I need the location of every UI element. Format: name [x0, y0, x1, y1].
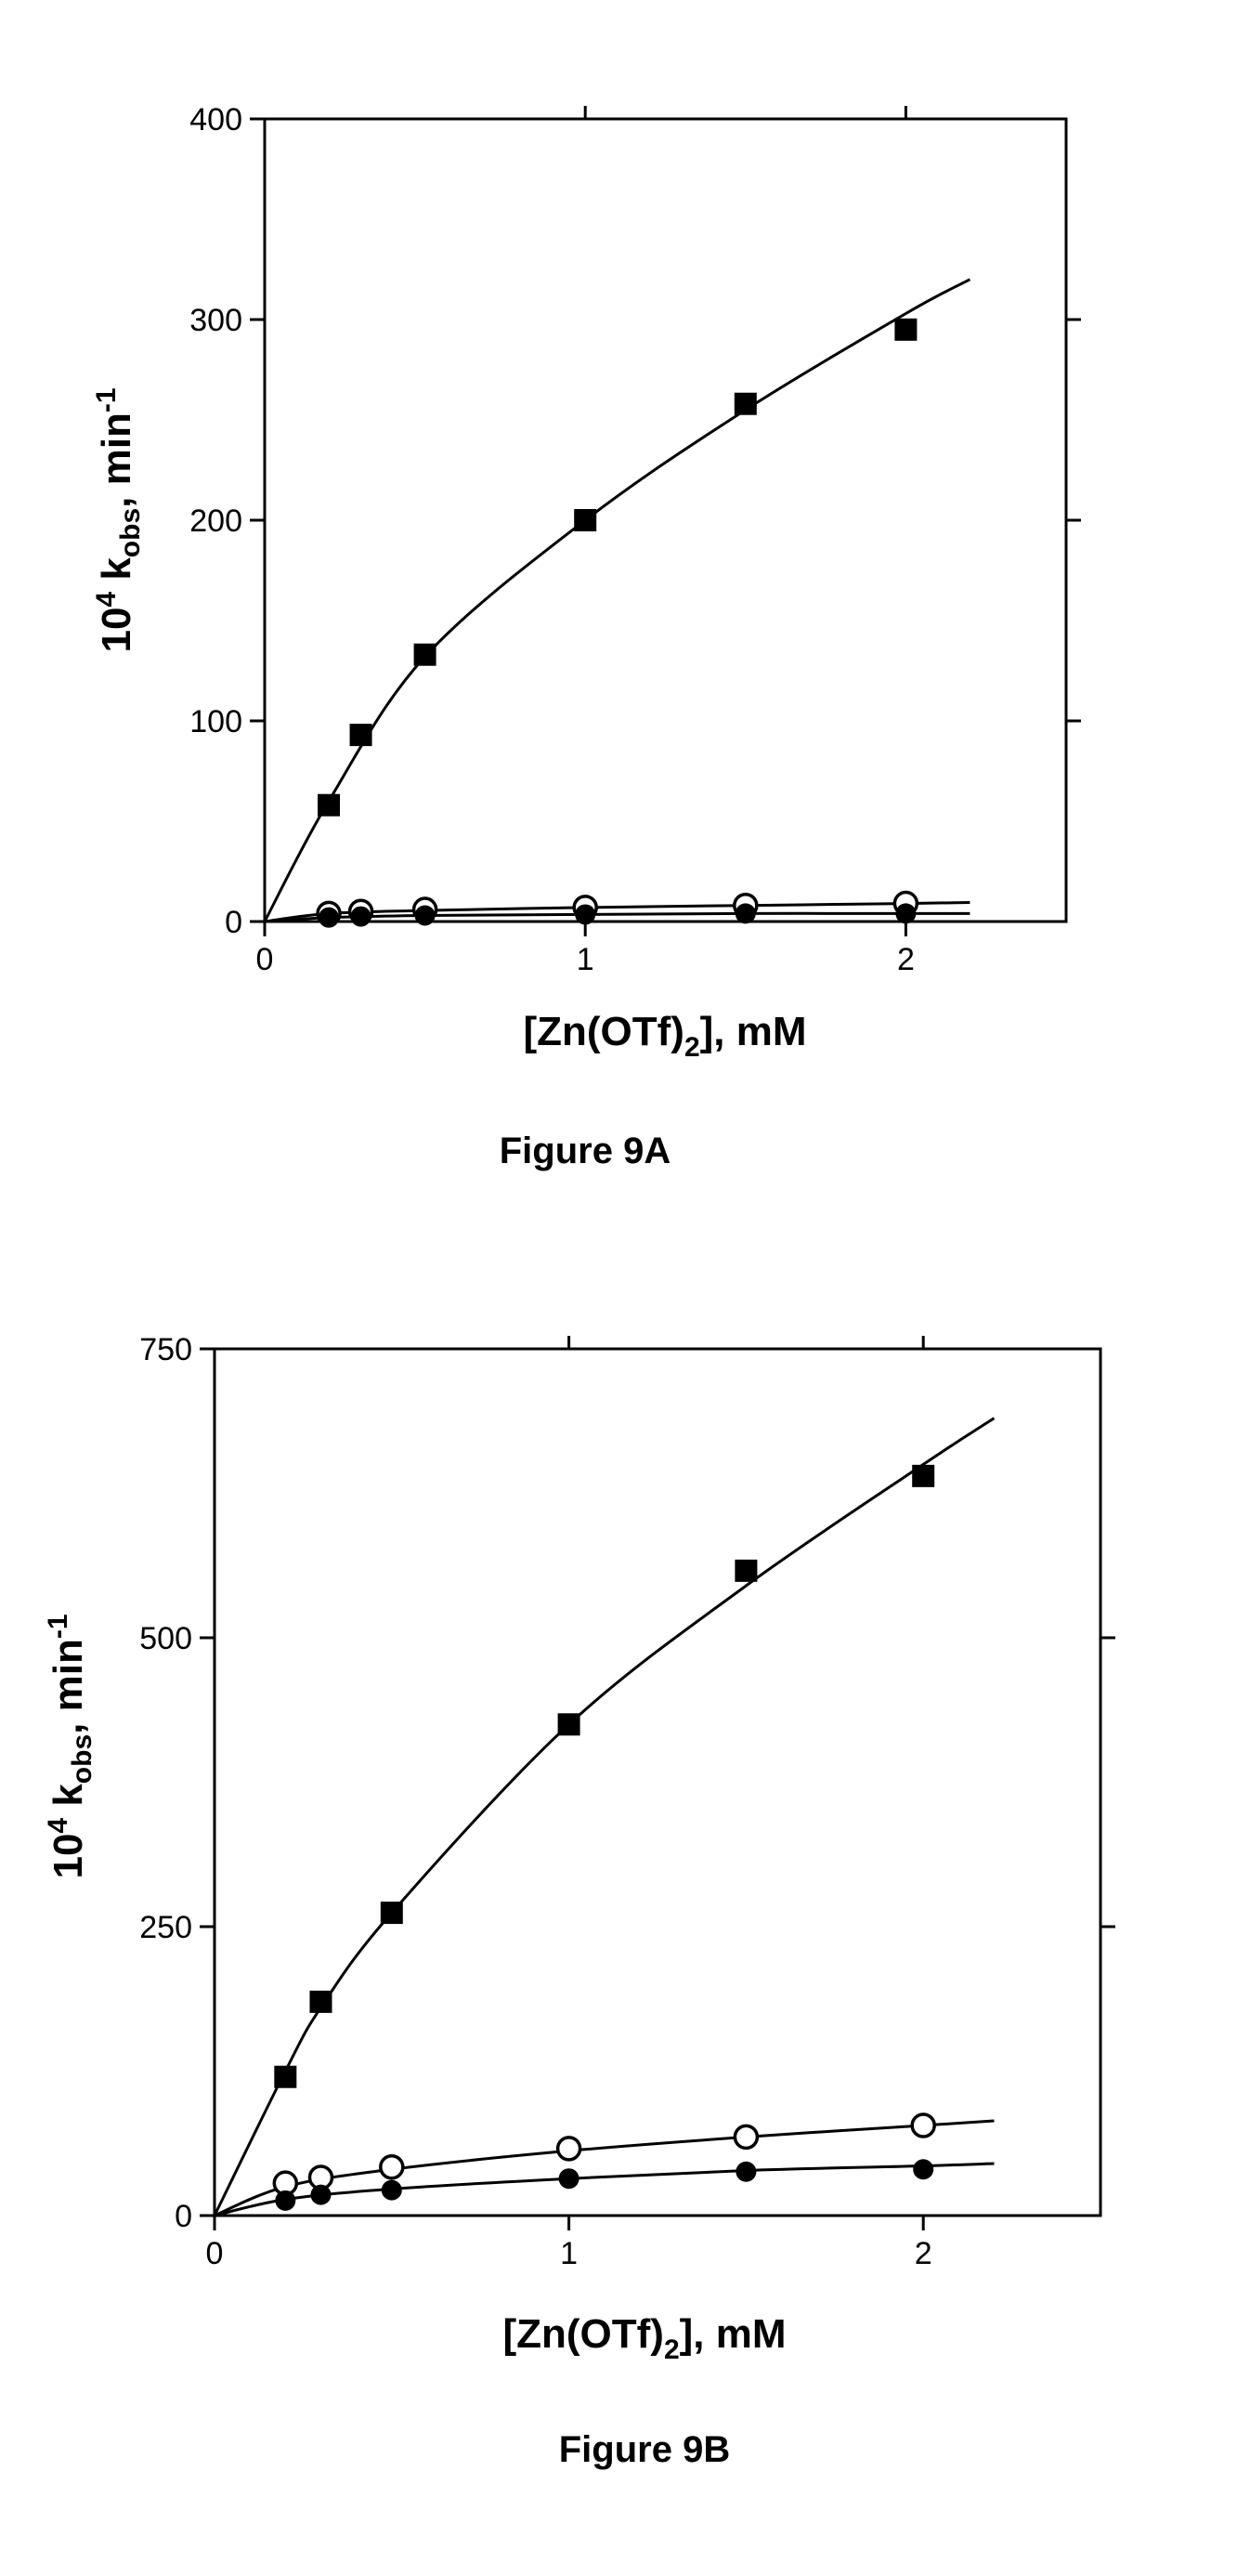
y-tick-label: 200: [189, 503, 242, 539]
y-tick-label: 250: [139, 1910, 192, 1945]
data-point-filled-square: [350, 724, 372, 746]
chart-panel-b: 0 250 500 750 0 1 2 104 kobs, min-1 [Zn(OTf)2], …: [43, 1332, 1115, 2470]
data-point-filled-circle: [310, 2185, 331, 2205]
figure-caption: Figure 9B: [559, 2429, 730, 2470]
data-point-open-circle: [381, 2156, 403, 2178]
data-point-filled-square: [558, 1713, 580, 1735]
data-point-filled-square: [309, 1991, 332, 2013]
x-tick-label: 2: [915, 2236, 932, 2271]
data-point-filled-square: [912, 1465, 934, 1487]
y-axis-title: 104 kobs, min-1: [43, 1614, 98, 1878]
data-point-filled-circle: [275, 2190, 295, 2211]
data-point-filled-circle: [575, 904, 595, 924]
data-point-filled-square: [381, 1902, 403, 1924]
data-point-filled-square: [574, 509, 596, 531]
fit-curve-filled-square: [215, 1419, 995, 2216]
x-tick-label: 1: [577, 942, 594, 977]
x-tick-label: 0: [206, 2236, 224, 2271]
data-point-filled-square: [735, 1560, 757, 1582]
y-tick-label: 100: [189, 704, 242, 739]
data-point-open-circle: [558, 2138, 580, 2160]
x-tick-label: 2: [897, 942, 915, 977]
data-point-filled-circle: [319, 908, 339, 928]
data-point-open-circle: [735, 2125, 757, 2148]
y-tick-label: 0: [175, 2199, 192, 2234]
x-axis-title: [Zn(OTf)2], mM: [523, 1009, 806, 1063]
y-tick-label: 0: [225, 905, 242, 940]
figure-caption: Figure 9A: [500, 1131, 671, 1171]
data-point-filled-circle: [382, 2180, 402, 2201]
data-point-open-circle: [912, 2114, 934, 2137]
x-tick-label: 1: [560, 2236, 578, 2271]
data-point-filled-square: [894, 319, 917, 341]
plot-frame: [215, 1349, 1100, 2216]
y-tick-label: 400: [189, 102, 242, 137]
data-point-filled-circle: [895, 903, 916, 923]
fit-curve-filled-square: [265, 280, 970, 922]
data-point-filled-square: [414, 644, 436, 666]
data-point-filled-square: [318, 794, 340, 817]
data-point-filled-circle: [913, 2159, 933, 2179]
data-point-filled-square: [735, 393, 757, 415]
data-point-filled-circle: [415, 906, 436, 926]
data-point-filled-circle: [736, 2162, 756, 2182]
data-point-filled-circle: [736, 903, 756, 923]
plot-frame: [265, 119, 1066, 922]
x-axis-title: [Zn(OTf)2], mM: [502, 2311, 786, 2365]
data-point-filled-circle: [351, 907, 371, 927]
chart-panel-a: 0 100 200 300 400 0 1 2 104 kobs, min-1 [Zn(OTf)2…: [91, 102, 1081, 1171]
y-tick-label: 750: [139, 1332, 192, 1367]
y-axis-title: 104 kobs, min-1: [91, 387, 146, 652]
y-tick-label: 300: [189, 303, 242, 338]
x-tick-label: 0: [256, 942, 274, 977]
y-tick-label: 500: [139, 1621, 192, 1656]
data-point-filled-square: [274, 2066, 296, 2088]
data-point-filled-circle: [559, 2168, 579, 2189]
